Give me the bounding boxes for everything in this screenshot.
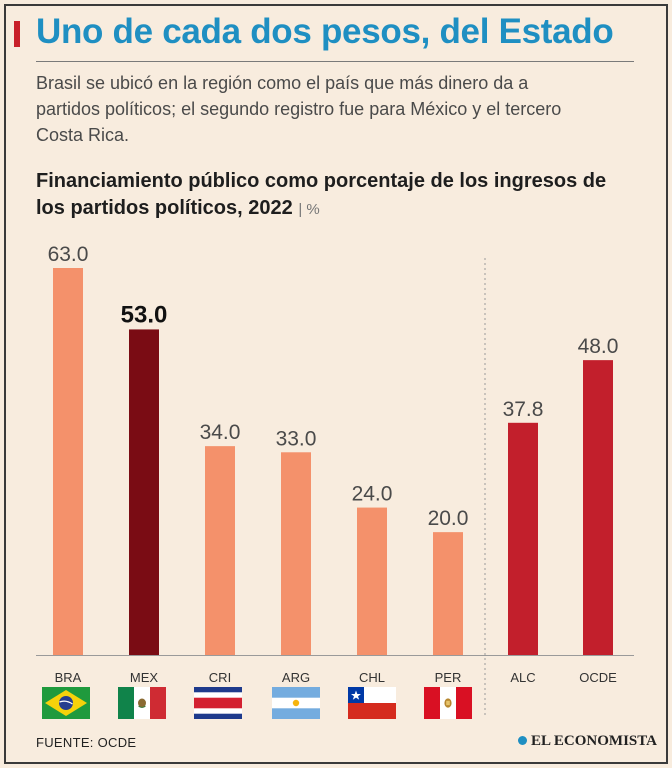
source-note: FUENTE: OCDE <box>36 735 137 750</box>
argentina-flag-icon <box>272 687 320 719</box>
category-label-alc: ALC <box>510 670 535 685</box>
category-label-arg: ARG <box>282 670 310 685</box>
bar-chl <box>357 507 387 655</box>
category-label-per: PER <box>435 670 462 685</box>
chile-flag-icon <box>348 687 396 719</box>
mexico-flag-icon <box>118 687 166 719</box>
frame-border <box>4 4 668 764</box>
brand-logo: EL ECONOMISTA <box>518 733 657 750</box>
value-label-cri: 34.0 <box>200 421 241 444</box>
value-label-per: 20.0 <box>428 507 469 530</box>
headline-divider <box>36 61 634 62</box>
chart-title: Financiamiento público como porcentaje d… <box>36 168 636 223</box>
value-label-ocde: 48.0 <box>578 335 619 358</box>
value-label-chl: 24.0 <box>352 483 393 506</box>
chart-title-text: Financiamiento público como porcentaje d… <box>36 170 607 219</box>
value-label-bra: 63.0 <box>48 243 89 266</box>
value-label-mex: 53.0 <box>121 301 168 328</box>
bar-arg <box>281 452 311 655</box>
peru-flag-icon <box>424 687 472 719</box>
bar-ocde <box>583 360 613 655</box>
headline: Uno de cada dos pesos, del Estado <box>36 12 614 51</box>
category-label-cri: CRI <box>209 670 231 685</box>
bar-alc <box>508 422 538 655</box>
category-label-bra: BRA <box>55 670 82 685</box>
value-label-arg: 33.0 <box>276 427 317 450</box>
category-label-mex: MEX <box>130 670 159 685</box>
category-label-chl: CHL <box>359 670 385 685</box>
brazil-flag-icon <box>42 687 90 719</box>
value-label-alc: 37.8 <box>503 398 544 421</box>
category-label-ocde: OCDE <box>579 670 617 685</box>
bar-bra <box>53 268 83 655</box>
bar-mex <box>129 329 159 655</box>
costa-rica-flag-icon <box>194 687 242 719</box>
chart-unit: | % <box>298 201 320 218</box>
bar-per <box>433 532 463 655</box>
bar-cri <box>205 446 235 655</box>
brand-name: EL ECONOMISTA <box>531 733 657 749</box>
brand-dot-icon <box>518 736 527 745</box>
chart-unit-value: % <box>306 201 320 218</box>
headline-accent-bar <box>14 21 20 47</box>
subtitle: Brasil se ubicó en la región como el paí… <box>36 73 562 145</box>
